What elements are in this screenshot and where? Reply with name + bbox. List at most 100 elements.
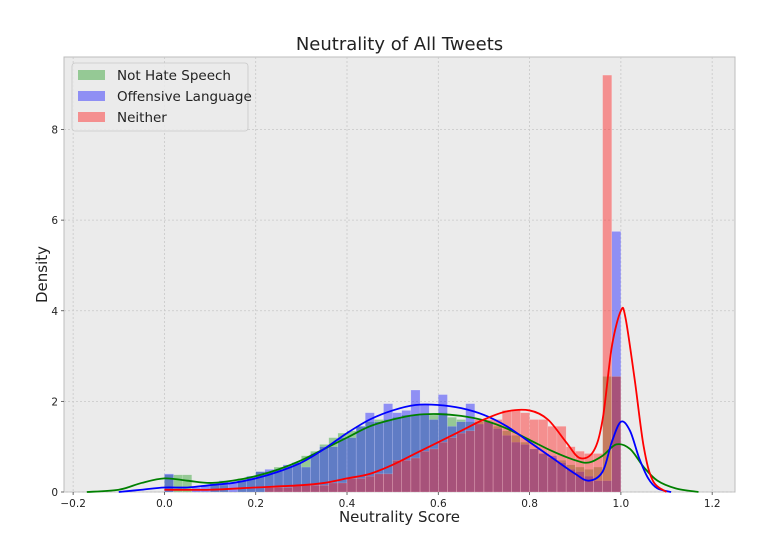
- x-tick-label: 1.0: [613, 498, 630, 510]
- histogram-bar: [492, 426, 503, 493]
- x-tick-label: 0.6: [430, 498, 447, 510]
- histogram-bar: [611, 376, 622, 493]
- histogram-bar: [392, 460, 402, 493]
- histogram-bar: [355, 478, 366, 493]
- histogram-bar: [447, 417, 457, 493]
- x-tick-label: 0.0: [156, 498, 173, 510]
- histogram-bar: [410, 389, 421, 493]
- histogram-bar: [301, 466, 311, 493]
- histogram-bar: [492, 419, 503, 493]
- histogram-bar: [164, 473, 174, 493]
- histogram-bar: [547, 455, 558, 493]
- histogram-bar: [465, 430, 476, 493]
- histogram-bar: [392, 417, 402, 493]
- histogram-bar: [365, 475, 375, 493]
- histogram-bar: [337, 432, 348, 493]
- x-tick-label: 0.4: [339, 498, 356, 510]
- histogram-bar: [319, 446, 329, 493]
- kde-lines: [86, 306, 699, 493]
- y-axis-label: Density: [33, 246, 51, 303]
- legend: Not Hate Speech Offensive Language Neither: [71, 62, 252, 132]
- histogram-bar: [428, 448, 439, 493]
- histogram-bar: [218, 480, 229, 493]
- histogram-bar: [529, 448, 539, 493]
- histogram-bar: [565, 464, 576, 493]
- histogram-bar: [565, 469, 576, 493]
- histogram-bar: [401, 460, 412, 493]
- histogram-bar: [282, 464, 293, 493]
- histogram-bar: [301, 485, 311, 493]
- histogram-bar: [611, 376, 622, 493]
- histogram-bar: [282, 487, 293, 493]
- histogram-bar: [575, 471, 585, 493]
- histogram-bar: [337, 482, 348, 493]
- histogram-bar: [383, 419, 393, 493]
- histogram-bar: [164, 474, 174, 493]
- histogram-bar: [310, 485, 320, 493]
- x-tick-label: −0.2: [60, 498, 86, 510]
- histogram-bar: [264, 469, 275, 493]
- y-ticks: 0 2 4 6 8: [51, 125, 64, 499]
- histogram-bar: [511, 441, 521, 493]
- histogram-bar: [520, 441, 530, 493]
- histogram-bar: [502, 410, 512, 493]
- bars: [164, 74, 622, 493]
- histogram-bar: [556, 426, 567, 493]
- histogram-bar: [173, 474, 183, 493]
- histogram-bar: [438, 412, 448, 493]
- kde-line: [86, 413, 699, 493]
- histogram-bar: [273, 466, 284, 493]
- histogram-bar: [456, 421, 466, 493]
- histogram-bar: [547, 426, 558, 493]
- x-axis-label: Neutrality Score: [339, 508, 460, 526]
- histogram-bar: [593, 480, 603, 493]
- histogram-bar: [438, 441, 448, 493]
- bar-series: [264, 74, 622, 493]
- histogram-bar: [456, 432, 466, 493]
- histogram-bar: [355, 426, 366, 493]
- histogram-bar: [538, 453, 549, 493]
- histogram-bar: [602, 480, 612, 493]
- histogram-bar: [575, 451, 585, 493]
- histogram-bar: [365, 412, 375, 493]
- histogram-bar: [529, 419, 539, 493]
- histogram-bar: [410, 457, 421, 493]
- histogram-bar: [520, 444, 530, 493]
- histogram-bar: [428, 414, 439, 493]
- histogram-bar: [310, 451, 320, 493]
- y-tick-label: 8: [51, 125, 58, 137]
- bar-series: [164, 376, 622, 493]
- histogram-bar: [392, 412, 402, 493]
- histogram-bar: [565, 446, 576, 493]
- x-tick-label: 0.8: [521, 498, 538, 510]
- histogram-bar: [346, 437, 357, 493]
- x-tick-label: 1.2: [704, 498, 721, 510]
- histogram-bar: [182, 474, 193, 493]
- histogram-bar: [419, 451, 430, 493]
- legend-label: Offensive Language: [117, 89, 252, 105]
- histogram-bar: [529, 448, 539, 493]
- histogram-bar: [319, 485, 329, 493]
- histogram-bar: [264, 487, 275, 493]
- histogram-bar: [502, 430, 512, 493]
- histogram-bar: [511, 410, 521, 493]
- kde-line: [118, 403, 672, 493]
- histogram-bar: [374, 419, 384, 493]
- histogram-bar: [465, 421, 476, 493]
- histogram-bar: [456, 419, 466, 493]
- x-tick-label: 0.2: [247, 498, 264, 510]
- legend-label: Not Hate Speech: [117, 68, 231, 84]
- legend-swatch: [78, 70, 105, 80]
- y-tick-label: 2: [51, 396, 58, 408]
- legend-swatch: [78, 91, 105, 101]
- histogram-bar: [319, 444, 329, 493]
- histogram-bar: [255, 471, 266, 493]
- histogram-bar: [273, 487, 284, 493]
- histogram-bar: [365, 421, 375, 493]
- histogram-bar: [538, 419, 549, 493]
- legend-label: Neither: [117, 110, 167, 126]
- histogram-bar: [355, 426, 366, 493]
- histogram-bar: [584, 453, 594, 493]
- histogram-bar: [611, 231, 622, 493]
